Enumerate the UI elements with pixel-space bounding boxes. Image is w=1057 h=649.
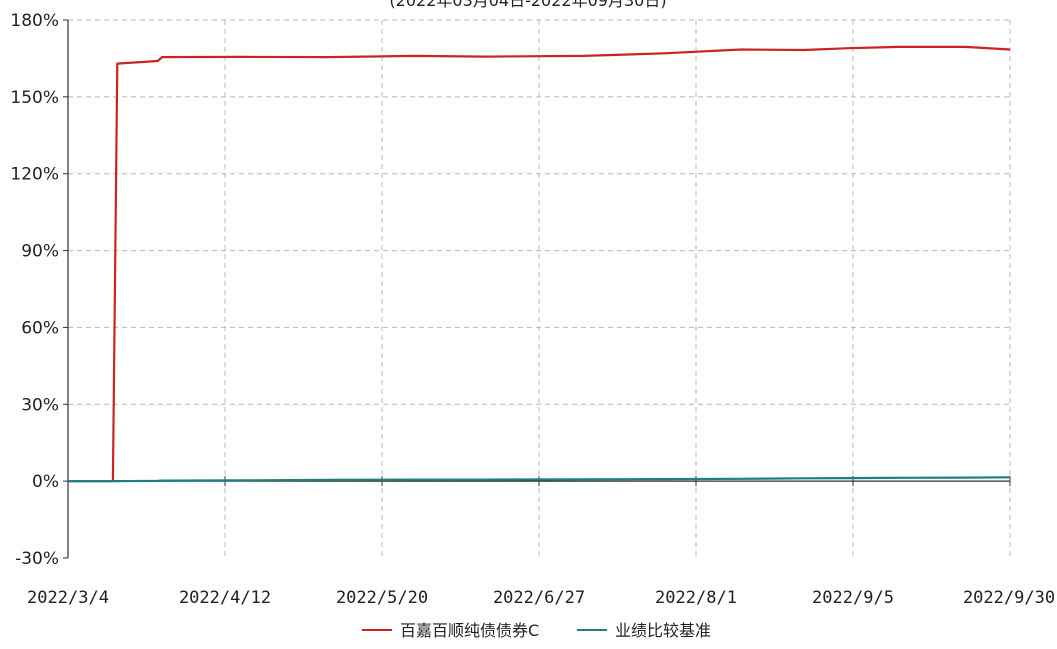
legend-label: 百嘉百顺纯债债券C [400,621,539,640]
y-tick-label: 180% [10,11,59,31]
x-axis-ticks: 2022/3/4 2022/4/12 2022/5/20 2022/6/27 2022/… [27,476,1055,608]
x-tick-label: 2022/5/20 [336,588,428,608]
x-tick-label: 2022/4/12 [179,588,271,608]
series-line-benchmark [68,476,1011,483]
y-tick-label: 60% [21,318,59,338]
y-axis-ticks: -30% 0% 30% 60% 90% 120% 150% 180% [10,11,68,569]
x-tick-label: 2022/8/1 [655,588,737,608]
chart-title: (2022年03月04日-2022年09月30日) [389,0,666,10]
grid [68,19,1011,558]
series-line-fund [68,45,1011,483]
y-tick-label: 90% [21,242,59,262]
y-tick-label: 150% [10,88,59,108]
legend: 百嘉百顺纯债债券C 业绩比较基准 [362,621,711,640]
y-tick-label: 120% [10,165,59,185]
x-tick-label: 2022/9/5 [812,588,894,608]
y-tick-label: -30% [15,549,59,569]
x-tick-label: 2022/9/30 [963,588,1055,608]
x-tick-label: 2022/3/4 [27,588,109,608]
series-lines [68,45,1011,483]
y-tick-label: 0% [32,472,59,492]
y-tick-label: 30% [21,395,59,415]
x-tick-label: 2022/6/27 [493,588,585,608]
legend-label: 业绩比较基准 [615,621,711,640]
